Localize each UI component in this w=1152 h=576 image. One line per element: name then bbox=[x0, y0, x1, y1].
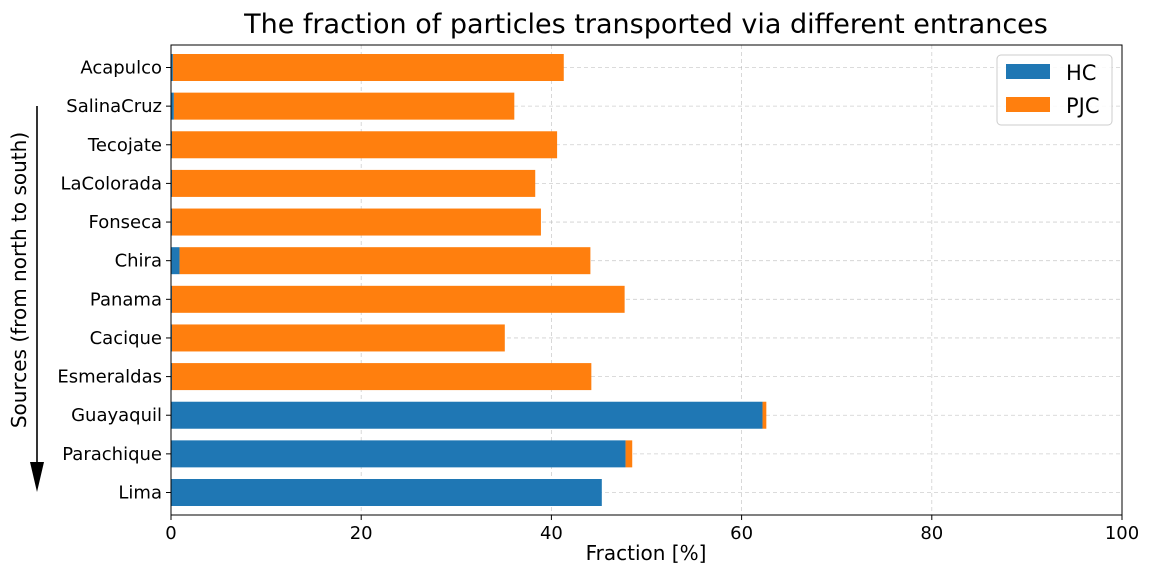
x-tick-label: 40 bbox=[540, 523, 563, 544]
chart-title: The fraction of particles transported vi… bbox=[243, 9, 1048, 40]
legend-swatch-pjc bbox=[1006, 97, 1050, 112]
x-tick-label: 60 bbox=[730, 523, 753, 544]
legend-label-pjc: PJC bbox=[1066, 94, 1100, 118]
bar-pjc-chira bbox=[179, 247, 591, 275]
bar-pjc-esmeraldas bbox=[171, 363, 592, 391]
x-axis: 0 20 40 60 80 100 bbox=[165, 515, 1139, 544]
legend-swatch-hc bbox=[1006, 64, 1050, 79]
y-tick-label: Parachique bbox=[62, 444, 162, 465]
y-tick-label: Esmeraldas bbox=[57, 367, 162, 388]
legend-label-hc: HC bbox=[1066, 61, 1096, 85]
y-tick-label: SalinaCruz bbox=[66, 96, 162, 117]
bar-hc-parachique bbox=[171, 440, 626, 468]
y-tick-label: Lima bbox=[118, 483, 162, 504]
legend: HC PJC bbox=[996, 54, 1113, 126]
x-axis-label: Fraction [%] bbox=[586, 541, 707, 565]
y-tick-label: Chira bbox=[115, 251, 162, 272]
bar-hc-lima bbox=[171, 479, 602, 506]
y-tick-label: Cacique bbox=[90, 328, 162, 349]
gridlines bbox=[170, 45, 1123, 515]
bar-hc-salinacruz bbox=[171, 92, 174, 120]
bar-hc-guayaquil bbox=[171, 401, 763, 429]
bar-pjc-acapulco bbox=[172, 54, 564, 81]
bar-pjc-panama bbox=[171, 285, 625, 313]
x-tick-label: 20 bbox=[350, 523, 373, 544]
plot-frame bbox=[170, 44, 1123, 516]
bar-pjc-fonseca bbox=[171, 208, 541, 236]
x-tick-label: 80 bbox=[920, 523, 943, 544]
bar-pjc-salinacruz bbox=[173, 92, 515, 120]
bar-pjc-guayaquil bbox=[762, 401, 767, 429]
y-tick-label: Fonseca bbox=[88, 212, 162, 233]
bar-pjc-cacique bbox=[171, 324, 505, 352]
y-tick-label: LaColorada bbox=[60, 173, 162, 194]
y-axis-label: Sources (from north to south) bbox=[7, 132, 31, 428]
y-axis-label-group: Sources (from north to south) bbox=[7, 106, 44, 492]
y-tick-label: Acapulco bbox=[80, 58, 162, 79]
x-tick-label: 0 bbox=[165, 523, 176, 544]
bar-pjc-tecojate bbox=[171, 131, 558, 159]
x-tick-label: 100 bbox=[1105, 523, 1139, 544]
y-tick-label: Guayaquil bbox=[71, 405, 162, 426]
bars bbox=[171, 54, 767, 506]
bar-pjc-parachique bbox=[625, 440, 633, 468]
y-axis: Acapulco SalinaCruz Tecojate LaColorada Fons… bbox=[57, 58, 171, 504]
bar-pjc-lacolorada bbox=[171, 169, 536, 197]
bar-hc-acapulco bbox=[171, 54, 173, 81]
north-south-arrow-head bbox=[30, 462, 44, 492]
y-tick-label: Tecojate bbox=[87, 135, 162, 156]
y-tick-label: Panama bbox=[90, 289, 162, 310]
bar-hc-chira bbox=[171, 247, 180, 275]
